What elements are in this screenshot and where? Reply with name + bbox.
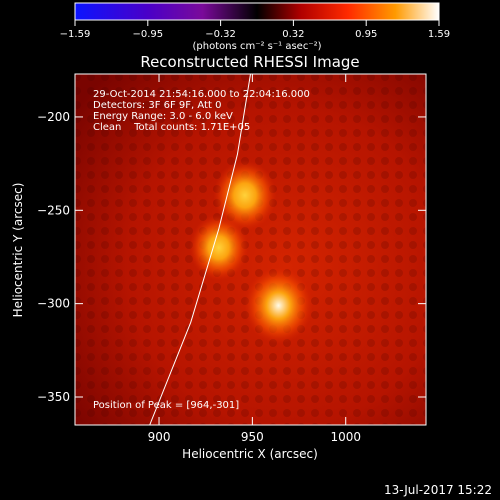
- colorbar-tick-label: −1.59: [60, 29, 91, 40]
- y-tick-label: −350: [37, 390, 70, 404]
- footer-date: 13-Jul-2017 15:22: [384, 483, 492, 497]
- emission-source: [244, 267, 313, 344]
- colorbar-tick-label: 0.32: [282, 29, 304, 40]
- colorbar: −1.59 −0.95 −0.32 0.32 0.95 1.59 (photons cm⁻…: [60, 2, 450, 52]
- x-tick-label: 950: [241, 430, 264, 444]
- solar-limb-curve: [149, 74, 251, 425]
- emission-source: [213, 160, 277, 231]
- x-axis-label: Heliocentric X (arcsec): [182, 447, 318, 461]
- info-annotations: 29-Oct-2014 21:54:16.000 to 22:04:16.000…: [93, 89, 310, 411]
- image-ripple: [75, 74, 426, 425]
- colorbar-tick-label: −0.95: [132, 29, 163, 40]
- axis-ticks: 900 950 1000 −200 −250 −300 −350: [37, 74, 426, 444]
- x-tick-label: 900: [148, 430, 171, 444]
- source-layer: [189, 160, 313, 344]
- colorbar-ticks: −1.59 −0.95 −0.32 0.32 0.95 1.59: [60, 20, 450, 40]
- annotation-detectors: Detectors: 3F 6F 9F, Att 0: [93, 100, 221, 111]
- emission-source: [189, 214, 249, 281]
- colorbar-gradient: [74, 2, 440, 21]
- image-plot: 900 950 1000 −200 −250 −300 −350: [37, 73, 427, 444]
- chart-title: Reconstructed RHESSI Image: [140, 53, 359, 71]
- annotation-time: 29-Oct-2014 21:54:16.000 to 22:04:16.000: [93, 89, 310, 100]
- colorbar-label: (photons cm⁻² s⁻¹ asec⁻²): [192, 41, 321, 52]
- x-tick-label: 1000: [330, 430, 361, 444]
- annotation-counts: Clean Total counts: 1.71E+05: [93, 122, 250, 133]
- colorbar-tick-label: −0.32: [205, 29, 236, 40]
- peak-position-label: Position of Peak = [964,-301]: [93, 400, 239, 411]
- colorbar-tick-label: 1.59: [428, 29, 450, 40]
- y-tick-label: −250: [37, 203, 70, 217]
- y-tick-label: −200: [37, 110, 70, 124]
- y-tick-label: −300: [37, 297, 70, 311]
- plot-frame: [74, 73, 427, 426]
- annotation-energy: Energy Range: 3.0 - 6.0 keV: [93, 111, 233, 122]
- y-axis-label: Heliocentric Y (arcsec): [11, 183, 25, 318]
- colorbar-tick-label: 0.95: [355, 29, 377, 40]
